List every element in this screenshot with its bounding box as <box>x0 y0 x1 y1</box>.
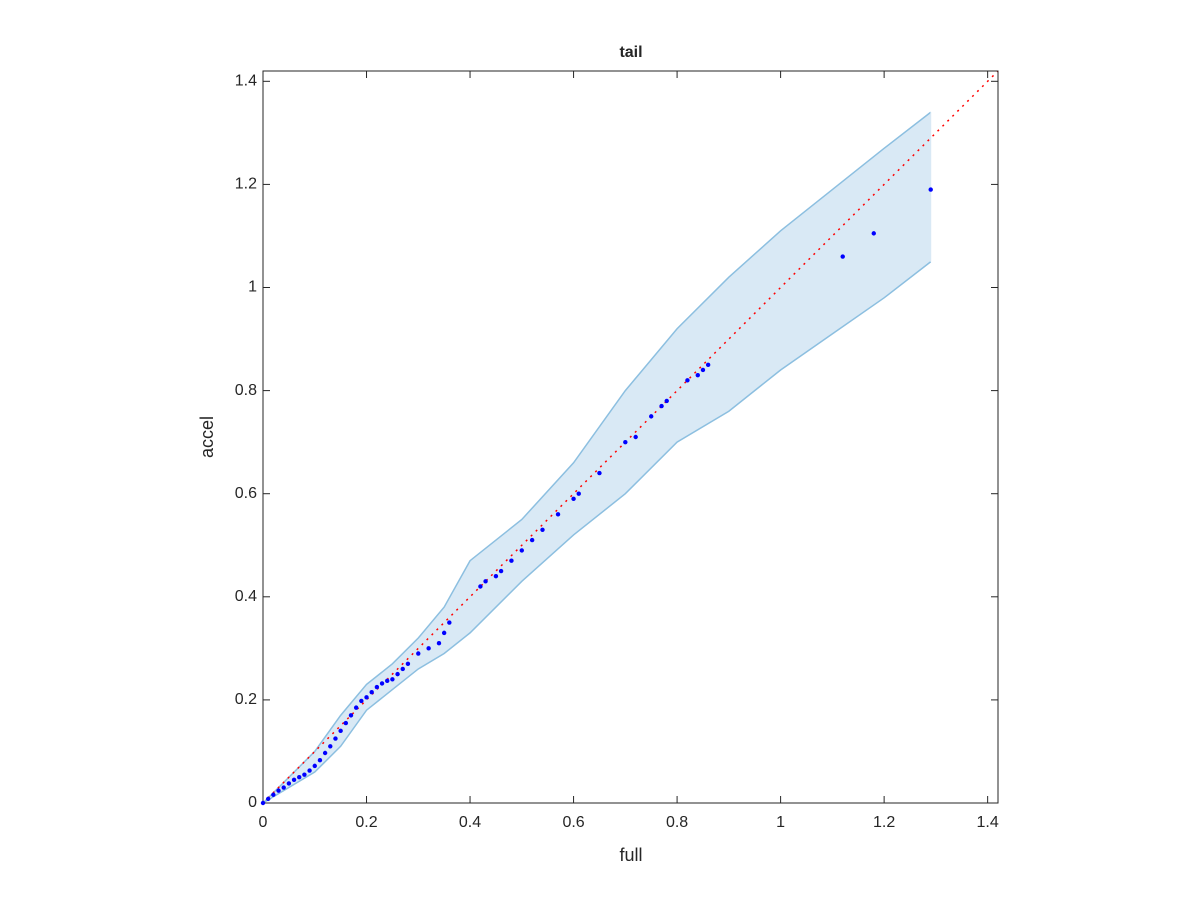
band-lower <box>262 261 932 804</box>
data-point <box>343 720 349 726</box>
data-point <box>633 434 638 440</box>
y-tick-label: 1.2 <box>235 176 257 193</box>
data-point <box>416 651 421 656</box>
data-point <box>405 661 411 667</box>
band-upper <box>262 111 932 804</box>
data-point <box>447 620 452 625</box>
data-point <box>493 573 499 579</box>
reference-line <box>262 70 999 804</box>
y-tick-label: 0.8 <box>235 382 257 399</box>
data-point <box>400 666 405 672</box>
data-point <box>871 231 876 236</box>
data-point <box>374 684 380 690</box>
chart-title: tail <box>619 44 642 61</box>
x-tick-label: 1.4 <box>977 814 999 831</box>
data-point <box>271 792 276 797</box>
data-point <box>322 750 328 756</box>
data-point <box>312 763 317 769</box>
data-point <box>353 705 359 710</box>
data-point <box>369 689 374 695</box>
x-tick-label: 1 <box>776 814 785 831</box>
y-tick-label: 1.4 <box>235 73 257 90</box>
data-point <box>359 698 364 704</box>
data-point <box>276 788 281 793</box>
x-tick-label: 0.8 <box>666 814 688 831</box>
x-axis-label: full <box>619 845 642 865</box>
data-point <box>597 470 602 476</box>
data-point <box>307 768 312 773</box>
y-tick-label: 0.6 <box>235 485 257 502</box>
data-point <box>302 772 307 777</box>
x-tick-label: 0 <box>259 814 268 831</box>
data-point <box>441 630 447 636</box>
data-point <box>297 775 302 780</box>
data-point <box>649 414 654 419</box>
y-tick-label: 0.2 <box>235 691 257 708</box>
data-point <box>685 378 690 383</box>
data-point <box>555 512 561 517</box>
data-point <box>333 736 338 741</box>
data-point <box>571 496 576 502</box>
data-point <box>436 640 442 646</box>
data-point <box>379 681 385 686</box>
data-point <box>317 758 323 763</box>
data-point <box>664 398 669 404</box>
x-tick-label: 1.2 <box>873 814 895 831</box>
y-axis-label: accel <box>197 416 217 458</box>
data-point <box>705 362 711 368</box>
data-point <box>385 678 390 684</box>
data-point <box>395 671 400 677</box>
data-point <box>695 372 700 378</box>
data-point <box>390 677 395 682</box>
data-point <box>348 713 354 718</box>
data-point <box>700 367 706 373</box>
x-tick-label: 0.2 <box>355 814 377 831</box>
data-point <box>529 537 535 543</box>
data-point <box>576 491 581 496</box>
data-point <box>265 796 271 802</box>
data-point <box>623 439 628 445</box>
data-point <box>426 646 431 651</box>
data-point <box>540 527 545 532</box>
data-point <box>840 254 845 259</box>
data-point <box>519 548 525 553</box>
data-point <box>498 568 504 574</box>
y-tick-label: 0 <box>248 794 257 811</box>
x-tick-label: 0.4 <box>459 814 481 831</box>
axes-box <box>262 70 999 804</box>
data-point <box>281 785 286 790</box>
data-point <box>286 781 292 786</box>
data-point <box>291 777 297 783</box>
data-point <box>328 744 333 749</box>
y-tick-label: 0.4 <box>235 588 257 605</box>
data-point <box>260 800 266 806</box>
data-point <box>478 584 483 589</box>
data-point <box>659 403 664 409</box>
confidence-band <box>263 112 931 803</box>
data-point <box>509 558 514 563</box>
data-point <box>928 187 933 192</box>
data-point <box>483 579 488 584</box>
data-point <box>364 695 369 700</box>
data-point <box>338 728 343 734</box>
y-tick-label: 1 <box>248 279 257 296</box>
x-tick-label: 0.6 <box>562 814 584 831</box>
